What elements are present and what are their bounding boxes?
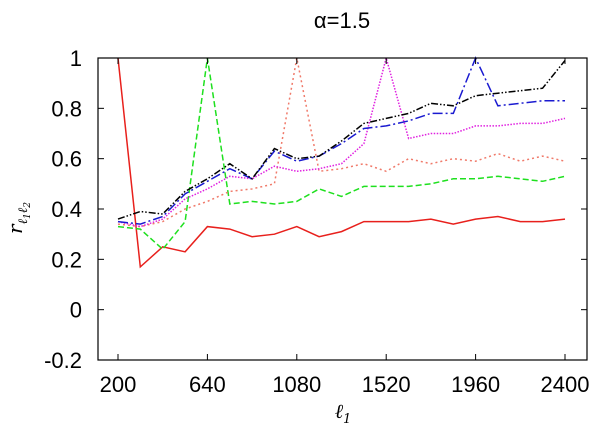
series-line-4 <box>117 55 566 228</box>
chart-title: α=1.5 <box>314 8 370 33</box>
y-tick-label: 0.6 <box>51 147 82 172</box>
y-tick-label: 0 <box>70 298 82 323</box>
x-tick-label: 1520 <box>362 372 411 397</box>
series-line-2 <box>117 57 566 251</box>
y-axis: -0.2 0 0.2 0.4 0.6 0.8 1 <box>44 46 587 373</box>
y-tick-label: 0.2 <box>51 247 82 272</box>
y-tick-label: 0.8 <box>51 96 82 121</box>
y-axis-label: rℓ1ℓ2 <box>3 202 33 234</box>
series-line-1 <box>117 57 566 269</box>
y-tick-label: 1 <box>70 46 82 71</box>
x-tick-label: 200 <box>100 372 137 397</box>
x-tick-label: 2400 <box>541 372 590 397</box>
y-tick-label: -0.2 <box>44 348 82 373</box>
series-group <box>117 55 566 269</box>
series-line-5 <box>117 56 565 225</box>
x-tick-label: 1960 <box>451 372 500 397</box>
x-tick-label: 1080 <box>272 372 321 397</box>
x-axis: 200 640 1080 1520 1960 2400 <box>100 58 590 397</box>
x-axis-label: ℓ1 <box>335 399 352 427</box>
y-tick-label: 0.4 <box>51 197 82 222</box>
series-line-3 <box>117 57 566 228</box>
series-line-6 <box>117 60 566 220</box>
x-tick-label: 640 <box>189 372 226 397</box>
